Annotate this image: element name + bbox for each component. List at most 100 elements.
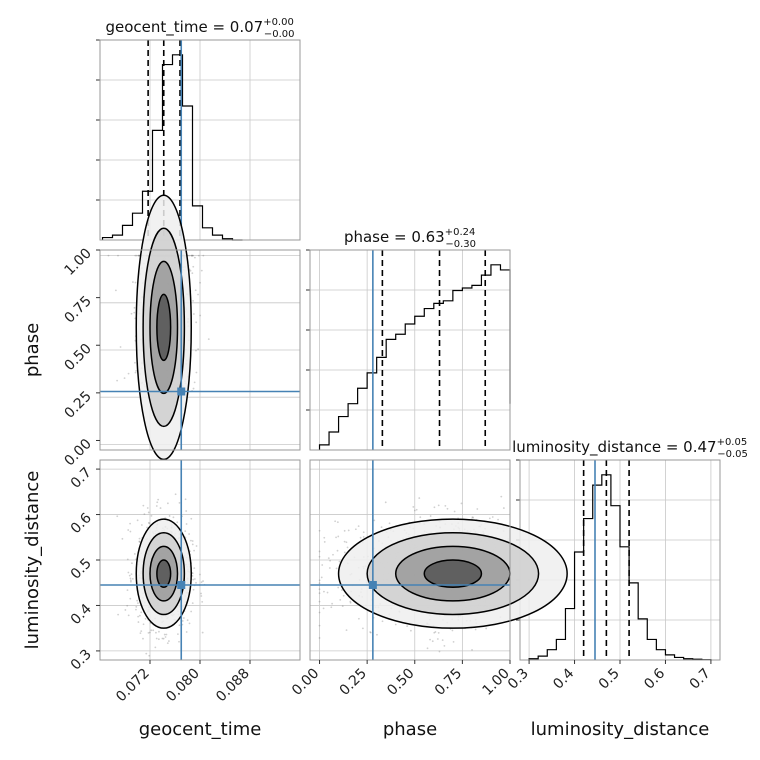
sample-point [322, 607, 325, 610]
sample-point [127, 372, 130, 375]
sample-point [134, 281, 137, 284]
sample-point [199, 314, 202, 317]
sample-point [191, 572, 194, 575]
title-plus: +0.00 [263, 17, 294, 28]
sample-point [437, 504, 440, 507]
sample-point [419, 516, 422, 519]
sample-point [147, 521, 150, 524]
density-level-3 [156, 294, 171, 361]
sample-point [155, 631, 157, 634]
sample-point [132, 281, 134, 283]
ytick-label-phase: 0.00 [61, 436, 94, 469]
ytick-label-phase: 0.75 [61, 293, 94, 326]
ytick-label-luminosity_distance: 0.5 [68, 556, 95, 583]
sample-point [127, 529, 130, 531]
panel-title-phase: phase = 0.63+0.24 −0.30 [344, 227, 476, 250]
sample-point [165, 633, 168, 636]
contour-2 [149, 545, 179, 602]
xaxis-label-luminosity_distance: luminosity_distance [531, 719, 710, 740]
sample-point [330, 606, 333, 609]
contour-0 [135, 194, 192, 461]
sample-point [488, 517, 491, 520]
sample-point [185, 631, 188, 633]
sample-point [441, 639, 444, 642]
yaxis-label-phase: phase [22, 323, 43, 377]
sample-point [471, 516, 474, 519]
sample-point [148, 522, 151, 525]
sample-point [126, 558, 129, 561]
sample-point [193, 549, 195, 552]
sample-point [155, 637, 158, 640]
sample-point [452, 640, 455, 643]
sample-point [138, 537, 141, 540]
title-main: luminosity_distance = 0.47 [512, 438, 716, 457]
sample-point [321, 564, 324, 566]
sample-point [129, 579, 132, 582]
sample-point [388, 522, 391, 525]
sample-point [320, 576, 323, 579]
sample-point [181, 620, 184, 622]
sample-point [192, 588, 195, 591]
sample-point [135, 608, 137, 611]
sample-point [146, 507, 149, 509]
sample-point [345, 541, 348, 544]
sample-point [323, 541, 326, 543]
sample-point [190, 517, 193, 520]
sample-point [197, 254, 200, 257]
sample-point [362, 536, 365, 538]
sample-point [136, 519, 139, 522]
title-minus: −0.30 [445, 239, 476, 250]
sample-point [343, 529, 346, 532]
hist-step-geocent_time [101, 54, 243, 241]
sample-point [443, 644, 446, 647]
sample-point [438, 650, 441, 653]
yaxis-label-luminosity_distance: luminosity_distance [22, 471, 43, 650]
xtick-label-geocent_time: 0.080 [163, 666, 203, 706]
sample-point [341, 605, 344, 608]
hist-phase-frame [309, 249, 511, 451]
ytick-label-luminosity_distance: 0.6 [68, 510, 95, 537]
sample-point [129, 522, 131, 525]
sample-point [192, 254, 194, 257]
sample-point [184, 498, 187, 501]
sample-point [133, 311, 136, 314]
sample-point [412, 506, 415, 508]
sample-point [177, 633, 179, 636]
title-plus: +0.05 [717, 437, 748, 448]
sample-point [137, 615, 140, 618]
sample-point [318, 592, 321, 595]
title-main: geocent_time = 0.07 [106, 18, 264, 37]
sample-point [431, 640, 434, 643]
sample-point [129, 577, 132, 580]
sample-point [159, 507, 162, 509]
sample-point [127, 614, 130, 617]
sample-point [472, 516, 475, 519]
sample-point [188, 254, 191, 257]
sample-point [142, 504, 145, 507]
title-main: phase = 0.63 [344, 228, 445, 246]
sample-point [500, 495, 503, 498]
hist-panel-luminosity_distance: luminosity_distance = 0.47+0.05 −0.05 [512, 437, 748, 661]
sample-point [129, 597, 132, 600]
sample-point [138, 254, 141, 257]
sample-point [191, 254, 194, 257]
sample-point [161, 637, 164, 640]
sample-point [349, 600, 352, 603]
density-panel-geocent_time-phase [99, 194, 301, 461]
sample-point [331, 602, 334, 605]
sample-point [200, 595, 203, 597]
truth-marker [177, 581, 186, 589]
sample-point [119, 346, 122, 348]
sample-point [138, 614, 141, 617]
sample-point [436, 638, 439, 640]
sample-point [318, 579, 321, 582]
xtick-label-luminosity_distance: 0.5 [596, 666, 623, 693]
sample-point [451, 629, 454, 632]
sample-point [201, 631, 204, 634]
sample-point [199, 281, 201, 284]
sample-point [129, 530, 132, 533]
sample-point [185, 523, 188, 525]
sample-point [188, 533, 190, 535]
sample-point [126, 604, 129, 607]
sample-point [336, 521, 339, 524]
